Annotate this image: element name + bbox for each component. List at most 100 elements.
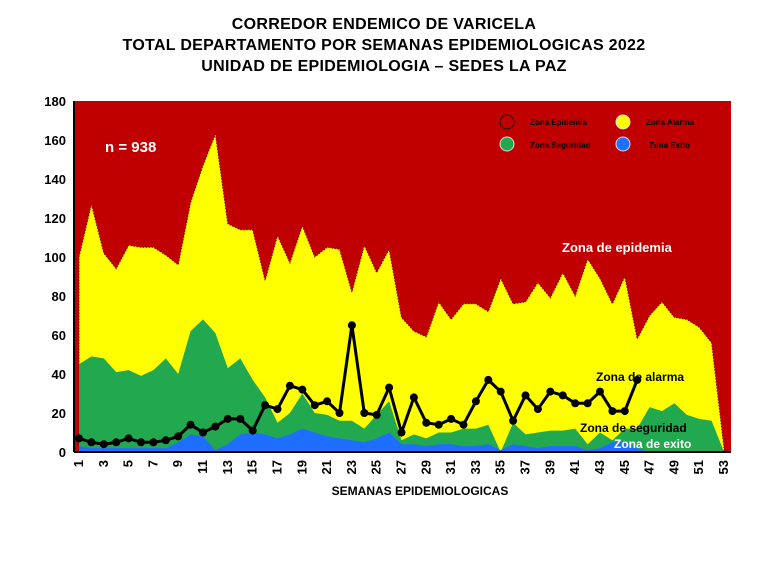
- case-point: [471, 397, 480, 406]
- legend-label-seguridad: Zona Seguridad: [530, 141, 591, 150]
- case-point: [509, 416, 518, 425]
- x-tick-label: 29: [418, 460, 433, 474]
- area-exito: [79, 428, 724, 452]
- case-point: [409, 393, 418, 402]
- case-point: [323, 397, 332, 406]
- x-tick-label: 11: [195, 460, 210, 474]
- case-point: [199, 428, 207, 437]
- chart-title-line-1: CORREDOR ENDEMICO DE VARICELA: [231, 16, 537, 33]
- y-tick-label: 180: [44, 94, 66, 109]
- x-tick-label: 15: [245, 460, 260, 474]
- case-point: [571, 399, 580, 408]
- zone-label-epidemia: Zona de epidemia: [562, 240, 673, 255]
- chart-title-line-2: TOTAL DEPARTAMENTO POR SEMANAS EPIDEMIOL…: [122, 37, 646, 54]
- y-tick-label: 160: [44, 133, 66, 148]
- y-tick-label: 100: [44, 250, 66, 265]
- y-tick-label: 40: [52, 367, 66, 382]
- x-tick-label: 7: [145, 460, 160, 467]
- y-tick-label: 120: [44, 211, 66, 226]
- case-point: [385, 383, 394, 392]
- case-point: [273, 405, 282, 414]
- case-point: [310, 401, 319, 410]
- x-axis-label: SEMANAS EPIDEMIOLOGICAS: [332, 484, 509, 498]
- y-tick-label: 60: [52, 328, 66, 343]
- legend-marker-exito: [615, 136, 631, 152]
- case-point: [533, 405, 542, 414]
- case-point: [422, 418, 431, 427]
- case-point: [248, 426, 257, 435]
- y-tick-label: 80: [52, 289, 66, 304]
- x-tick-label: 33: [468, 460, 483, 474]
- y-tick-label: 0: [59, 445, 66, 460]
- case-point: [546, 387, 555, 396]
- x-tick-label: 9: [170, 460, 185, 467]
- x-tick-label: 39: [542, 460, 557, 474]
- case-point: [372, 410, 381, 419]
- case-point: [335, 409, 344, 417]
- case-point: [261, 401, 270, 410]
- x-tick-label: 53: [716, 460, 731, 474]
- x-tick-label: 47: [642, 460, 657, 474]
- case-point: [558, 391, 567, 400]
- case-point: [496, 387, 505, 396]
- case-point: [347, 321, 356, 330]
- x-tick-label: 13: [220, 460, 235, 474]
- x-tick-label: 5: [121, 460, 136, 467]
- x-tick-label: 1: [71, 460, 86, 467]
- x-tick-label: 19: [294, 460, 309, 474]
- case-point: [99, 440, 108, 449]
- x-tick-label: 23: [344, 460, 359, 474]
- legend-marker-epidemia: [499, 114, 515, 130]
- legend: Zona Epidemia Zona Alarma Zona Seguridad…: [499, 114, 695, 152]
- case-point: [124, 434, 133, 443]
- x-tick-label: 45: [617, 460, 632, 474]
- case-point: [397, 428, 406, 437]
- x-tick-label: 31: [443, 460, 458, 474]
- case-point: [434, 420, 443, 429]
- case-point: [112, 438, 121, 447]
- case-point: [521, 391, 530, 400]
- case-point: [608, 407, 617, 416]
- x-tick-label: 35: [493, 460, 508, 474]
- case-point: [459, 420, 468, 429]
- case-point: [360, 409, 369, 417]
- case-point: [484, 375, 493, 384]
- case-point: [137, 438, 145, 447]
- x-tick-label: 37: [518, 460, 533, 474]
- case-point: [149, 438, 158, 447]
- x-tick-label: 43: [592, 460, 607, 474]
- x-tick-label: 3: [96, 460, 111, 467]
- zone-label-exito: Zona de exito: [614, 437, 691, 451]
- case-point: [223, 414, 232, 423]
- n-annotation: n = 938: [105, 139, 156, 156]
- case-point: [633, 375, 642, 384]
- chart-title-line-3: UNIDAD DE EPIDEMIOLOGIA – SEDES LA PAZ: [201, 58, 567, 75]
- case-point: [75, 434, 83, 443]
- case-point: [236, 414, 245, 423]
- zone-label-alarma: Zona de alarma: [596, 370, 684, 384]
- zone-label-seguridad: Zona de seguridad: [580, 421, 687, 435]
- cases-line: [78, 325, 639, 446]
- legend-label-exito: Zona Exito: [649, 141, 690, 150]
- legend-marker-seguridad: [499, 136, 515, 152]
- legend-label-epidemia: Zona Epidemia: [530, 118, 587, 127]
- case-point: [447, 414, 456, 423]
- x-tick-label: 25: [369, 460, 384, 474]
- case-point: [298, 385, 307, 394]
- legend-label-alarma: Zona Alarma: [646, 118, 695, 127]
- case-point: [596, 387, 604, 396]
- y-tick-label: 20: [52, 406, 66, 421]
- y-tick-label: 140: [44, 172, 66, 187]
- case-point: [87, 438, 96, 447]
- case-point: [285, 381, 294, 390]
- case-point: [161, 436, 170, 445]
- x-tick-label: 17: [269, 460, 284, 474]
- case-point: [620, 407, 629, 416]
- x-tick-label: 49: [666, 460, 681, 474]
- x-tick-label: 27: [394, 460, 409, 474]
- case-point: [186, 420, 195, 429]
- x-tick-label: 41: [567, 460, 582, 474]
- case-point: [583, 399, 592, 408]
- case-point: [211, 422, 220, 431]
